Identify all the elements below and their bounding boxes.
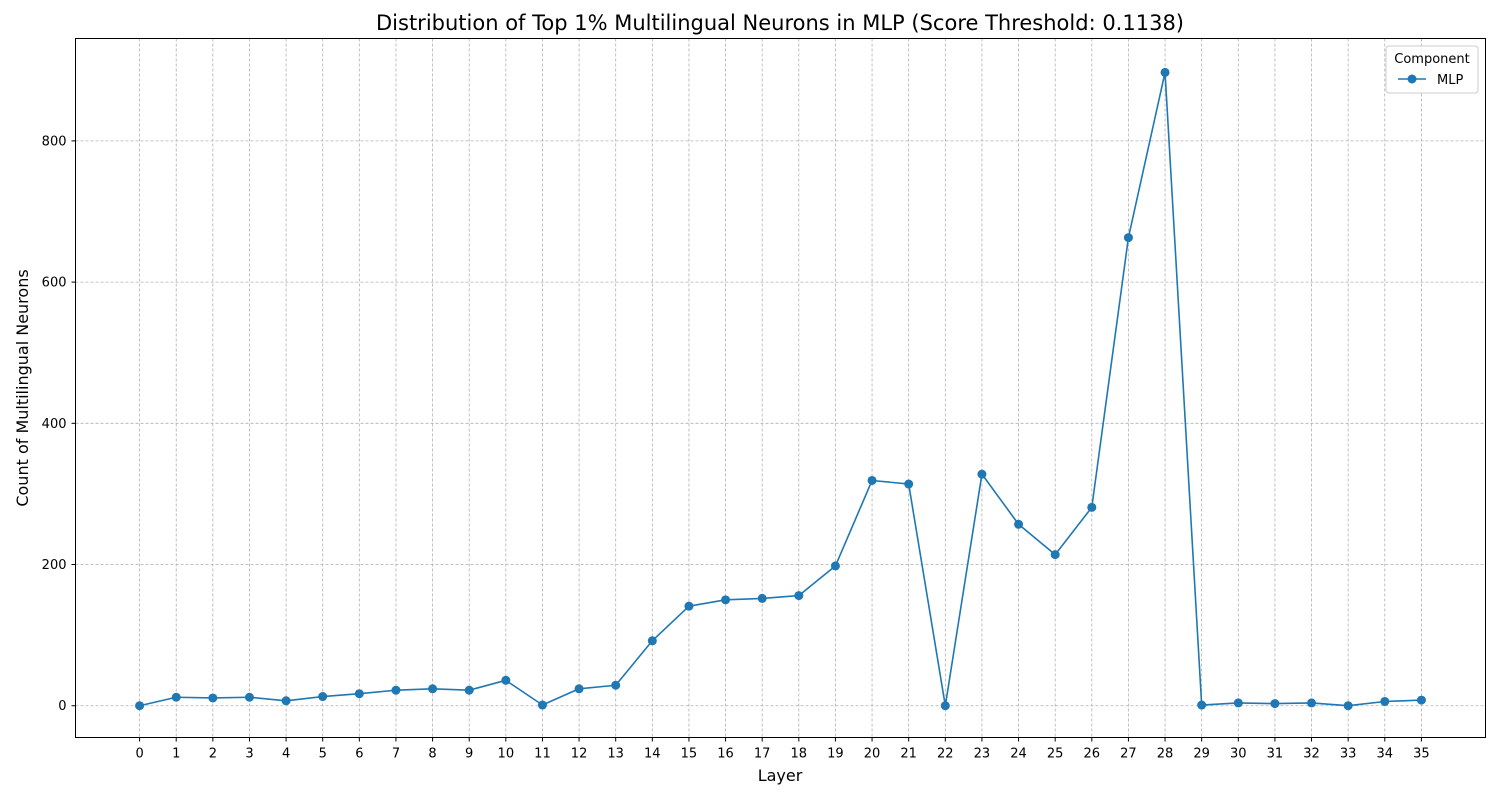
x-tick-label: 30 — [1230, 747, 1247, 762]
data-point — [537, 700, 547, 710]
x-tick-label: 19 — [827, 747, 844, 762]
data-point — [794, 591, 804, 601]
chart-title: Distribution of Top 1% Multilingual Neur… — [376, 11, 1184, 35]
data-point — [611, 680, 621, 690]
legend-label-mlp: MLP — [1437, 73, 1463, 88]
y-axis-label: Count of Multilingual Neurons — [13, 269, 32, 506]
y-tick-label: 200 — [42, 558, 67, 573]
data-point — [1123, 233, 1133, 243]
data-point — [244, 692, 254, 702]
x-tick-label: 23 — [974, 747, 991, 762]
grid — [75, 38, 1486, 738]
x-tick-label: 24 — [1010, 747, 1027, 762]
data-point — [1160, 67, 1170, 77]
x-axis: 0 1 2 3 4 5 6 7 8 9 10 11 12 13 14 15 16 17 18 19 20 21 22 23 24… — [135, 737, 1430, 762]
x-tick-label: 34 — [1377, 747, 1394, 762]
data-point — [135, 701, 145, 711]
x-tick-label: 6 — [355, 747, 363, 762]
y-tick-label: 0 — [58, 699, 66, 714]
data-point — [1197, 700, 1207, 710]
data-point — [1307, 698, 1317, 708]
data-point — [1014, 519, 1024, 529]
x-tick-label: 14 — [644, 747, 661, 762]
data-point — [501, 675, 511, 685]
data-point — [1087, 502, 1097, 512]
data-point — [830, 561, 840, 571]
x-tick-label: 32 — [1303, 747, 1320, 762]
x-tick-label: 11 — [534, 747, 551, 762]
data-point — [1343, 701, 1353, 711]
data-point — [721, 595, 731, 605]
x-tick-label: 0 — [135, 747, 143, 762]
data-point — [904, 479, 914, 489]
x-tick-label: 1 — [172, 747, 180, 762]
data-point — [684, 601, 694, 611]
x-tick-label: 8 — [428, 747, 436, 762]
series-mlp — [139, 71, 1422, 707]
data-point — [391, 685, 401, 695]
x-tick-label: 20 — [864, 747, 881, 762]
data-point — [647, 636, 657, 646]
plot-frame — [75, 38, 1486, 738]
x-tick-label: 9 — [465, 747, 473, 762]
x-tick-label: 13 — [607, 747, 624, 762]
data-point — [318, 692, 328, 702]
x-tick-label: 16 — [717, 747, 734, 762]
series-mlp-points — [135, 67, 1426, 711]
data-point — [354, 689, 364, 699]
data-point — [940, 701, 950, 711]
x-tick-label: 2 — [209, 747, 217, 762]
data-point — [1050, 550, 1060, 560]
x-tick-label: 28 — [1157, 747, 1174, 762]
data-point — [1233, 698, 1243, 708]
x-tick-label: 31 — [1267, 747, 1284, 762]
x-tick-label: 29 — [1193, 747, 1210, 762]
data-point — [281, 696, 291, 706]
x-tick-label: 25 — [1047, 747, 1064, 762]
data-point — [867, 475, 877, 485]
x-tick-label: 33 — [1340, 747, 1357, 762]
y-axis: 0 200 400 600 800 — [42, 134, 76, 714]
data-point — [1270, 699, 1280, 709]
x-tick-label: 10 — [498, 747, 515, 762]
x-tick-label: 22 — [937, 747, 954, 762]
data-point — [171, 692, 181, 702]
y-tick-label: 400 — [42, 417, 67, 432]
x-tick-label: 3 — [245, 747, 253, 762]
x-axis-label: Layer — [758, 766, 803, 785]
data-point — [1380, 696, 1390, 706]
legend-title: Component — [1394, 52, 1469, 67]
data-point — [1416, 695, 1426, 705]
data-point — [977, 469, 987, 479]
y-tick-label: 800 — [42, 134, 67, 149]
data-point — [574, 684, 584, 694]
x-tick-label: 15 — [681, 747, 698, 762]
x-tick-label: 7 — [392, 747, 400, 762]
x-tick-label: 17 — [754, 747, 771, 762]
x-tick-label: 35 — [1413, 747, 1430, 762]
x-tick-label: 27 — [1120, 747, 1137, 762]
legend: Component MLP — [1385, 45, 1479, 94]
x-tick-label: 26 — [1084, 747, 1101, 762]
data-point — [428, 684, 438, 694]
data-point — [464, 685, 474, 695]
y-tick-label: 600 — [42, 276, 67, 291]
data-point — [208, 693, 218, 703]
x-tick-label: 21 — [900, 747, 917, 762]
x-tick-label: 12 — [571, 747, 588, 762]
x-tick-label: 5 — [319, 747, 327, 762]
x-tick-label: 4 — [282, 747, 290, 762]
legend-marker-mlp — [1407, 74, 1417, 84]
series-line-mlp — [139, 71, 1422, 707]
x-tick-label: 18 — [791, 747, 808, 762]
data-point — [757, 593, 767, 603]
